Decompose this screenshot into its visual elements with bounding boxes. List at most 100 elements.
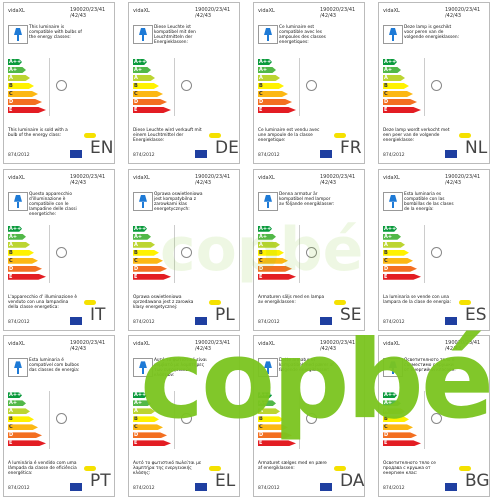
energy-label: vidaXL 190020/23/41 /42/43 Esta luminaria … — [378, 168, 490, 331]
energy-label: vidaXL 190020/23/41 /42/43 Αυτό το φωτιστι… — [128, 335, 240, 498]
eu-flag — [320, 483, 332, 492]
divider — [49, 58, 50, 116]
lamp-icon — [383, 25, 403, 44]
sold-with-text: A luminária é vendido com uma lâmpada da… — [8, 461, 77, 477]
energy-class-bar: A — [258, 75, 280, 81]
lamp-icon — [133, 25, 153, 44]
eu-flag — [445, 316, 457, 325]
class-marker — [459, 466, 471, 472]
brand: vidaXL — [8, 8, 25, 14]
energy-label: vidaXL 190020/23/41 /42/43 Осветителното т… — [378, 335, 490, 498]
energy-class-bar: A — [133, 75, 155, 81]
energy-class-bar: D — [8, 99, 42, 105]
label-cell: vidaXL 190020/23/41 /42/43 Questo apparecc… — [0, 167, 125, 333]
regulation: 874/2012 — [383, 486, 405, 492]
lamp-icon — [258, 191, 278, 211]
energy-class-bar: A — [133, 241, 155, 248]
regulation: 874/2012 — [258, 153, 280, 158]
energy-class-bar: E — [8, 273, 46, 280]
energy-class-bar: C — [258, 91, 288, 97]
energy-class-bar: D — [258, 99, 292, 105]
energy-class-bar: B — [133, 83, 159, 89]
eu-flag — [70, 316, 82, 325]
energy-class-bar: C — [383, 424, 413, 431]
energy-class-bar: B — [258, 416, 284, 423]
language-code: DE — [215, 138, 239, 158]
regulation: 874/2012 — [133, 319, 155, 325]
energy-class-bar: C — [8, 424, 38, 431]
eu-flag — [195, 316, 207, 325]
language-code: IT — [90, 304, 106, 325]
bulb-icon — [56, 80, 67, 91]
bulb-icon — [431, 246, 442, 258]
class-marker — [209, 299, 221, 305]
divider — [49, 391, 50, 450]
energy-class-bar: D — [133, 432, 167, 439]
product-code: 190020/23/41 /42/43 — [445, 173, 481, 186]
label-cell: vidaXL 190020/23/41 /42/43 Esta luminaria … — [375, 167, 500, 333]
eu-flag — [195, 150, 207, 158]
product-code: 190020/23/41 /42/43 — [320, 173, 356, 186]
language-code: DA — [340, 471, 365, 492]
energy-class-bar: B — [8, 249, 34, 256]
energy-class-bar: E — [133, 107, 171, 113]
label-cell: vidaXL 190020/23/41 /42/43 Αυτό το φωτιστι… — [125, 333, 250, 499]
product-code: 190020/23/41 /42/43 — [445, 340, 481, 353]
product-code: 190020/23/41 /42/43 — [195, 7, 231, 19]
energy-class-bar: A — [8, 408, 30, 415]
label-cell: vidaXL 190020/23/41 /42/43 Denna armatur ä… — [250, 167, 375, 333]
lamp-icon — [8, 25, 28, 44]
energy-class-bar: C — [383, 257, 413, 264]
sold-with-text: Diese Leuchte wird verkauft mit einem Le… — [133, 128, 202, 143]
energy-class-bar: A+ — [258, 67, 276, 73]
energy-label: vidaXL 190020/23/41 /42/43 Diese Leuchte i… — [128, 2, 240, 164]
divider — [299, 224, 300, 283]
energy-class-bar: A++ — [133, 59, 147, 65]
lamp-icon — [133, 358, 153, 378]
compatibility-text: Oprawa oswietleniowa jest kompatybilna z… — [154, 191, 203, 212]
energy-label: vidaXL 190020/23/41 /42/43 Denna armatur ä… — [253, 168, 365, 331]
energy-class-bar: A — [383, 241, 405, 248]
regulation: 874/2012 — [258, 486, 280, 492]
compatibility-text: Esta luminaria é compatível com bulbos d… — [29, 358, 80, 374]
energy-class-bar: C — [258, 257, 288, 264]
compatibility-text: Diese Leuchte ist kompatibel mit den Leu… — [154, 25, 196, 45]
brand: vidaXL — [133, 341, 150, 348]
energy-class-bar: A+ — [8, 400, 26, 407]
eu-flag — [320, 150, 332, 158]
sold-with-text: Αυτό το φωτιστικό πωλείται με λαμπτήρα τ… — [133, 461, 202, 477]
energy-class-bar: D — [258, 265, 292, 272]
compatibility-text: Questo apparecchio d'illuminazione è com… — [29, 191, 77, 217]
brand: vidaXL — [383, 174, 400, 181]
regulation: 874/2012 — [133, 153, 155, 158]
bulb-icon — [181, 80, 192, 91]
sold-with-text: L'apparecchio d' illuminazione è venduto… — [8, 294, 78, 310]
energy-class-bar: A++ — [383, 392, 397, 399]
brand: vidaXL — [133, 8, 150, 14]
energy-class-bar: B — [133, 249, 159, 256]
energy-class-bar: B — [8, 83, 34, 89]
energy-class-bar: A — [258, 408, 280, 415]
label-cell: vidaXL 190020/23/41 /42/43 This luminaire … — [0, 0, 125, 166]
energy-class-bar: A+ — [258, 400, 276, 407]
bulb-icon — [181, 413, 192, 425]
energy-class-bar: A+ — [258, 233, 276, 240]
brand: vidaXL — [383, 8, 400, 14]
bulb-icon — [56, 413, 67, 425]
watermark: copbé — [140, 318, 494, 443]
class-marker — [334, 466, 346, 472]
brand: vidaXL — [258, 8, 275, 14]
bulb-icon — [306, 80, 317, 91]
divider — [174, 391, 175, 450]
energy-class-bar: A++ — [8, 225, 22, 232]
brand: vidaXL — [258, 341, 275, 348]
bulb-icon — [306, 246, 317, 258]
sold-with-text: Deze lamp wordt verkocht met een peer va… — [383, 128, 450, 143]
compatibility-text: Ce luminaire est compatible avec les amp… — [279, 25, 326, 45]
energy-label: vidaXL 190020/23/41 /42/43 Dette armatur e… — [253, 335, 365, 498]
energy-class-bar: E — [133, 273, 171, 280]
lamp-icon — [8, 358, 28, 378]
eu-flag — [445, 150, 457, 158]
energy-class-bar: B — [8, 416, 34, 423]
language-code: PL — [215, 304, 235, 325]
